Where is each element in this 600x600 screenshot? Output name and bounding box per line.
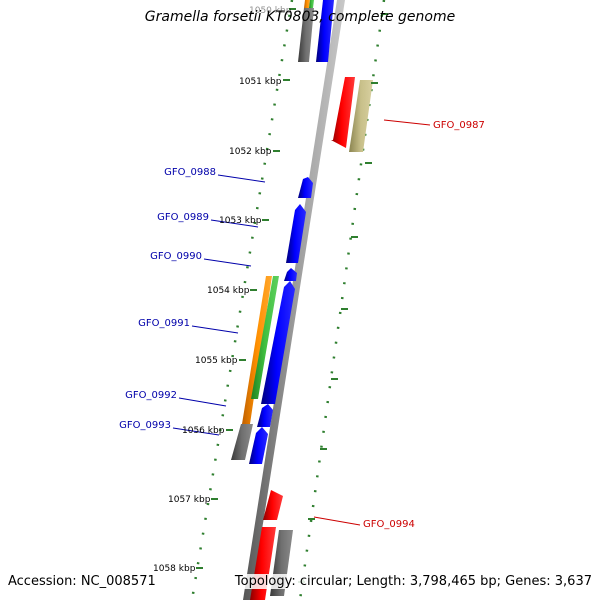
backbone [243, 0, 345, 600]
blue-gene-arrow[interactable] [316, 0, 334, 62]
tick-label-4: 1054 kbp [207, 286, 250, 296]
accession-text: Accession: NC_008571 [8, 574, 156, 589]
gene-arrow-gfo-0989[interactable] [286, 204, 306, 263]
gene-callouts: GFO_0987 GFO_0988 GFO_0989 GFO_0990 GFO_0991… [119, 119, 485, 530]
gene-label-gfo-0991[interactable]: GFO_0991 [138, 318, 190, 329]
topology-text: Topology: circular; Length: 3,798,465 bp… [234, 574, 592, 589]
callout-line-gfo-0987 [383, 119, 431, 126]
green-gene-arrow[interactable] [309, 0, 314, 8]
gene-arrow-gfo-0988[interactable] [298, 177, 313, 198]
callout-line-gfo-0994 [313, 516, 361, 526]
gray-gene-arrow[interactable] [231, 424, 253, 460]
kbp-tick-marks [196, 8, 388, 583]
callout-line-gfo-0991 [191, 325, 239, 334]
gene-arrow-gfo-0994[interactable] [263, 490, 283, 520]
gene-arrow-gfo-0993[interactable] [249, 427, 268, 464]
callout-line-gfo-0988 [217, 174, 266, 183]
tick-label-7: 1057 kbp [168, 495, 211, 505]
tick-label-6: 1056 kbp [182, 426, 225, 436]
orange-gene-arrow[interactable] [304, 0, 310, 8]
khaki-gene-arrow[interactable] [349, 80, 373, 152]
gray-gene-arrow[interactable] [298, 8, 314, 62]
gene-label-gfo-0992[interactable]: GFO_0992 [125, 390, 177, 401]
genome-title: Gramella forsetii KT0803, complete genom… [144, 9, 456, 25]
callout-line-gfo-0990 [203, 258, 252, 267]
tick-label-1: 1051 kbp [239, 77, 282, 87]
gene-arrow-gfo-0992[interactable] [257, 404, 273, 427]
gene-features [231, 0, 373, 600]
gene-label-gfo-0993[interactable]: GFO_0993 [119, 420, 171, 431]
tick-label-8: 1058 kbp [153, 564, 196, 574]
gene-arrow-gfo-0990[interactable] [284, 268, 297, 281]
callout-line-gfo-0993 [172, 427, 220, 436]
tick-label-5: 1055 kbp [195, 356, 238, 366]
callout-line-gfo-0992 [178, 397, 227, 407]
gene-label-gfo-0994[interactable]: GFO_0994 [363, 519, 415, 530]
callout-line-gfo-0989 [210, 219, 259, 228]
gene-label-gfo-0990[interactable]: GFO_0990 [150, 251, 202, 262]
gene-label-gfo-0988[interactable]: GFO_0988 [164, 167, 216, 178]
gene-arrow-gfo-0987[interactable] [331, 77, 355, 148]
tick-label-3: 1053 kbp [219, 216, 262, 226]
tick-label-2: 1052 kbp [229, 147, 272, 157]
tick-label-0: 1050 kbp [249, 6, 292, 16]
orange-gene-arrow[interactable] [242, 276, 272, 424]
gene-label-gfo-0989[interactable]: GFO_0989 [157, 212, 209, 223]
kbp-tick-labels: 1050 kbp 1051 kbp 1052 kbp 1053 kbp 1054 kbp… [153, 6, 292, 574]
gene-label-gfo-0987[interactable]: GFO_0987 [433, 120, 485, 131]
green-gene-arrow[interactable] [251, 276, 279, 399]
gene-arrow-gfo-0991[interactable] [261, 281, 295, 404]
